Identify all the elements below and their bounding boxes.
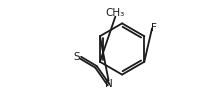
Text: F: F bbox=[151, 23, 157, 33]
Text: CH₃: CH₃ bbox=[106, 8, 125, 18]
Text: S: S bbox=[73, 52, 80, 62]
Text: N: N bbox=[105, 79, 112, 89]
